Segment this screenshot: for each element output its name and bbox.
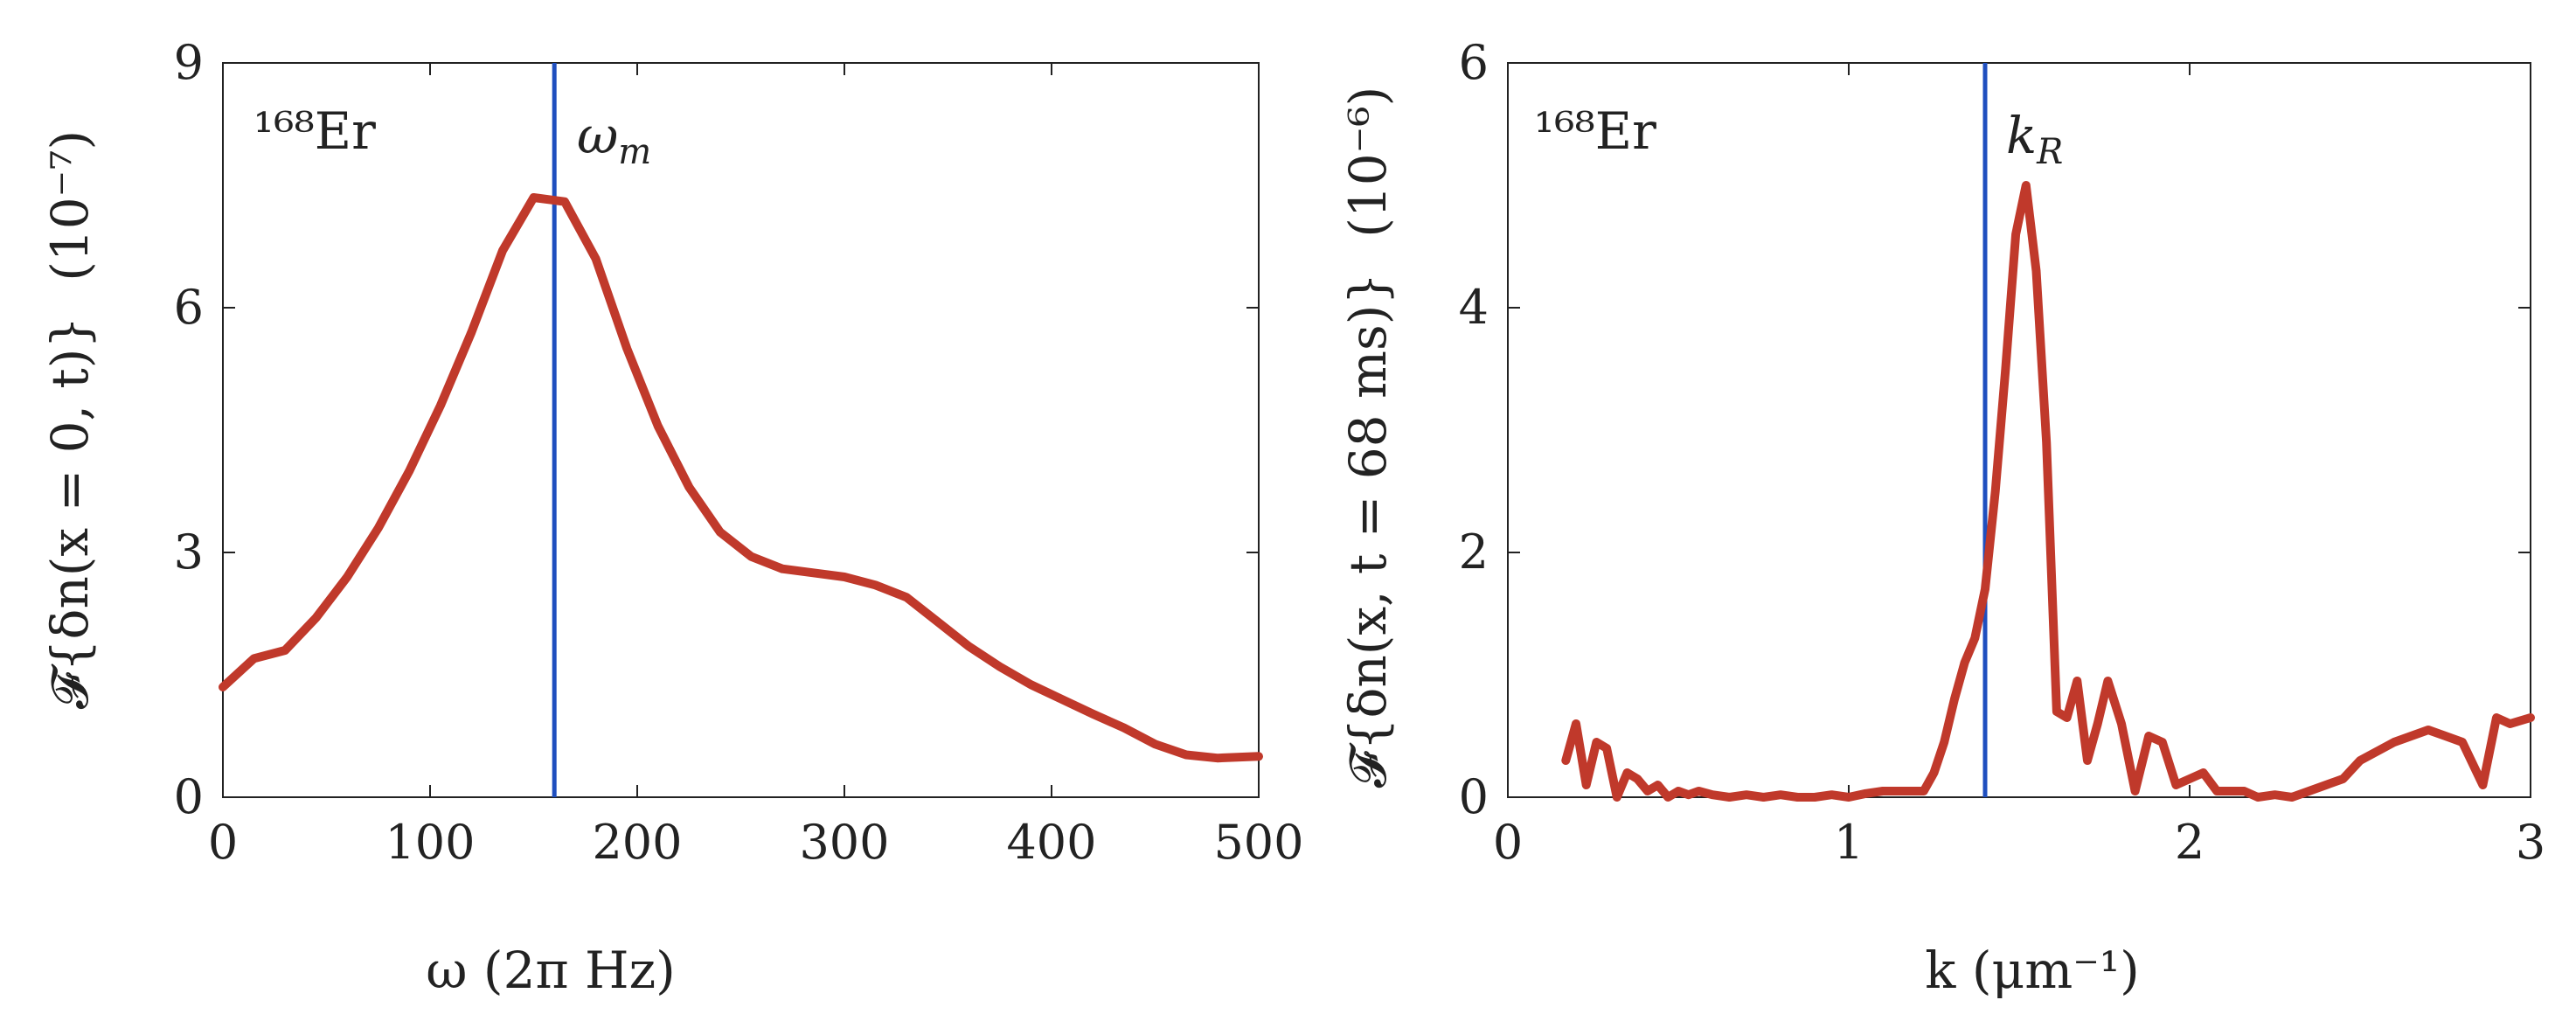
x-tick-label: 500 (1213, 815, 1303, 870)
y-tick-label: 6 (1459, 35, 1489, 90)
y-tick-label: 3 (174, 524, 204, 580)
vline-label: kR (2006, 106, 2063, 172)
y-tick-label: 4 (1459, 280, 1489, 335)
series-line (1561, 181, 2535, 802)
x-tick-label: 3 (2516, 815, 2545, 870)
y-axis-label: 𝓕{δn(x, t = 68 ms)}(10⁻⁶) (1338, 87, 1398, 788)
series-line (219, 193, 1263, 763)
isotope-annotation: ¹⁶⁸Er (253, 101, 376, 161)
vline-label: ωm (577, 106, 651, 172)
x-tick-label: 0 (1493, 815, 1523, 870)
x-tick-label: 100 (385, 815, 475, 870)
y-tick-label: 0 (174, 769, 204, 824)
y-tick-label: 0 (1459, 769, 1489, 824)
panel-right: 𝓕{δn(x, t = 68 ms)}(10⁻⁶) k (μm⁻¹) ¹⁶⁸Er… (1338, 35, 2545, 1000)
x-tick-label: 2 (2175, 815, 2205, 870)
isotope-annotation: ¹⁶⁸Er (1534, 101, 1656, 161)
x-axis-label: ω (2π Hz) (426, 941, 676, 1000)
panel-left: 𝓕{δn(x = 0, t)}(10⁻⁷) ω (2π Hz) ¹⁶⁸Er ωm… (40, 35, 1304, 1000)
x-tick-label: 1 (1834, 815, 1864, 870)
x-axis-label: k (μm⁻¹) (1925, 941, 2139, 1000)
x-tick-label: 300 (799, 815, 889, 870)
y-tick-label: 2 (1459, 524, 1489, 580)
x-tick-label: 200 (592, 815, 682, 870)
y-tick-label: 9 (174, 35, 204, 90)
plot-frame (1507, 62, 2531, 798)
plot-frame (222, 62, 1260, 798)
x-tick-label: 400 (1006, 815, 1096, 870)
y-axis-label: 𝓕{δn(x = 0, t)}(10⁻⁷) (40, 130, 100, 709)
x-tick-label: 0 (208, 815, 238, 870)
y-tick-label: 6 (174, 280, 204, 335)
